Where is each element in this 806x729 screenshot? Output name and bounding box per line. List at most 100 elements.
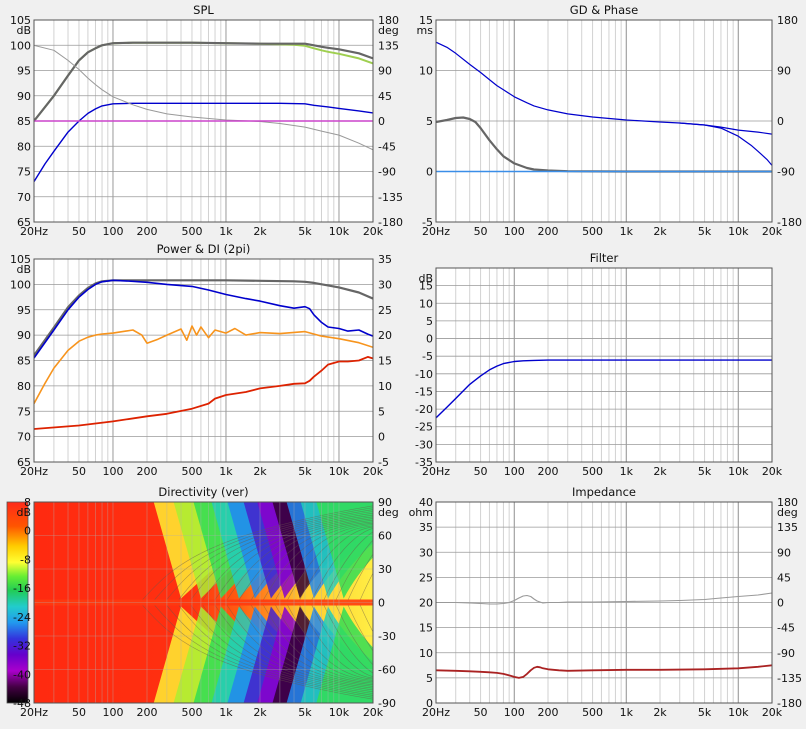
y2-tick-label: 30 [378, 563, 392, 576]
x-tick-label: 20k [762, 465, 783, 478]
colorbar-tick-label: -16 [13, 582, 31, 595]
plot-border [33, 258, 374, 463]
y-tick-label: -5 [422, 350, 433, 363]
plot-border [435, 501, 773, 704]
series-line-0 [436, 592, 772, 605]
x-tick-label: 50 [72, 465, 86, 478]
y2-tick-label: -45 [378, 140, 396, 153]
x-tick-label: 5k [698, 706, 712, 719]
y-tick-label: -25 [415, 421, 433, 434]
y2-tick-label: 135 [378, 39, 399, 52]
y-tick-label: -5 [422, 216, 433, 229]
heatmap-contour [262, 604, 373, 682]
chart-spl: 20Hz 50 100 200 500 1k 2k 5k 10k 20k 65 70 75 80 85 90 9… [10, 3, 403, 238]
x-tick-label: 20Hz [422, 225, 450, 238]
y2-tick-label: -90 [777, 166, 795, 179]
x-tick-label: 1k [620, 706, 634, 719]
y2-tick-label: 0 [378, 597, 385, 610]
y-tick-label: -30 [415, 438, 433, 451]
x-tick-label: 50 [72, 225, 86, 238]
heatmap-contour [177, 511, 373, 601]
heatmap-contour [274, 604, 373, 681]
heatmap-contour [165, 604, 373, 696]
y2-tick-label: 0 [777, 597, 784, 610]
y-tick-label: 75 [17, 166, 31, 179]
plot-border [33, 19, 374, 223]
y2-tick-label: -180 [777, 697, 802, 710]
heatmap-contour [177, 604, 373, 694]
x-tick-label: 2k [653, 706, 667, 719]
y-tick-label: 25 [419, 571, 433, 584]
chart-title: GD & Phase [570, 3, 638, 17]
x-tick-label: 20k [762, 225, 783, 238]
heatmap-contour [323, 531, 373, 601]
heatmap-contour [238, 604, 373, 686]
x-tick-label: 500 [181, 225, 202, 238]
y2-tick-label: 25 [378, 304, 392, 317]
y2-tick-label: 90 [378, 65, 392, 78]
y-axis-label: dB [16, 263, 31, 276]
y-tick-label: 105 [10, 253, 31, 266]
y-tick-label: 80 [17, 140, 31, 153]
x-tick-label: 200 [137, 465, 158, 478]
x-tick-label: 100 [102, 706, 123, 719]
y-tick-label: 30 [419, 546, 433, 559]
x-tick-label: 10k [728, 706, 749, 719]
colorbar-label: dB [16, 506, 31, 519]
x-tick-label: 2k [653, 465, 667, 478]
y2-tick-label: 90 [777, 546, 791, 559]
y-tick-label: 20 [419, 597, 433, 610]
y-tick-label: 80 [17, 380, 31, 393]
x-tick-label: 5k [698, 225, 712, 238]
x-tick-label: 20k [762, 706, 783, 719]
y2-tick-label: 90 [378, 496, 392, 509]
x-tick-label: 1k [219, 465, 233, 478]
series-line-0 [34, 279, 373, 357]
y2-tick-label: 30 [378, 278, 392, 291]
heatmap-contour [226, 604, 373, 687]
y-tick-label: -20 [415, 403, 433, 416]
x-tick-label: 2k [253, 706, 267, 719]
x-tick-label: 10k [329, 465, 350, 478]
x-tick-label: 100 [102, 225, 123, 238]
y2-tick-label: 180 [777, 496, 798, 509]
chart-filter: 20Hz 50 100 200 500 1k 2k 5k 10k 20k-35-30-25-20-… [415, 251, 783, 478]
series-line-1 [34, 41, 373, 122]
x-tick-label: 500 [582, 706, 603, 719]
y2-tick-label: 10 [378, 380, 392, 393]
x-tick-label: 1k [219, 225, 233, 238]
series-line-1 [34, 279, 373, 359]
colorbar-tick-label: 8 [24, 496, 31, 509]
x-tick-label: 500 [582, 225, 603, 238]
heatmap-contour [226, 518, 373, 601]
x-tick-label: 2k [253, 465, 267, 478]
y-tick-label: 5 [426, 115, 433, 128]
colorbar [6, 501, 29, 704]
heatmap-contour [165, 509, 373, 601]
colorbar-tick-label: -48 [13, 697, 31, 710]
series-line-3 [34, 44, 373, 151]
y2-tick-label: 5 [378, 405, 385, 418]
x-tick-label: 100 [504, 465, 525, 478]
x-tick-label: 5k [298, 465, 312, 478]
y-tick-label: -10 [415, 368, 433, 381]
x-tick-label: 100 [102, 465, 123, 478]
y2-tick-label: 15 [378, 355, 392, 368]
heatmap-contour [250, 604, 373, 684]
y-tick-label: 5 [426, 315, 433, 328]
y-tick-label: 105 [10, 14, 31, 27]
x-tick-label: 50 [474, 706, 488, 719]
x-tick-label: 100 [504, 225, 525, 238]
y-tick-label: 5 [426, 672, 433, 685]
y-tick-label: 0 [426, 333, 433, 346]
x-tick-label: 50 [474, 465, 488, 478]
y2-tick-label: -45 [777, 622, 795, 635]
colorbar-tick-label: -32 [13, 640, 31, 653]
y2-tick-label: -135 [777, 672, 802, 685]
heatmap-contour [359, 604, 373, 633]
y2-tick-label: 45 [378, 90, 392, 103]
plot-border [435, 19, 773, 223]
heatmap-contour [335, 604, 373, 666]
